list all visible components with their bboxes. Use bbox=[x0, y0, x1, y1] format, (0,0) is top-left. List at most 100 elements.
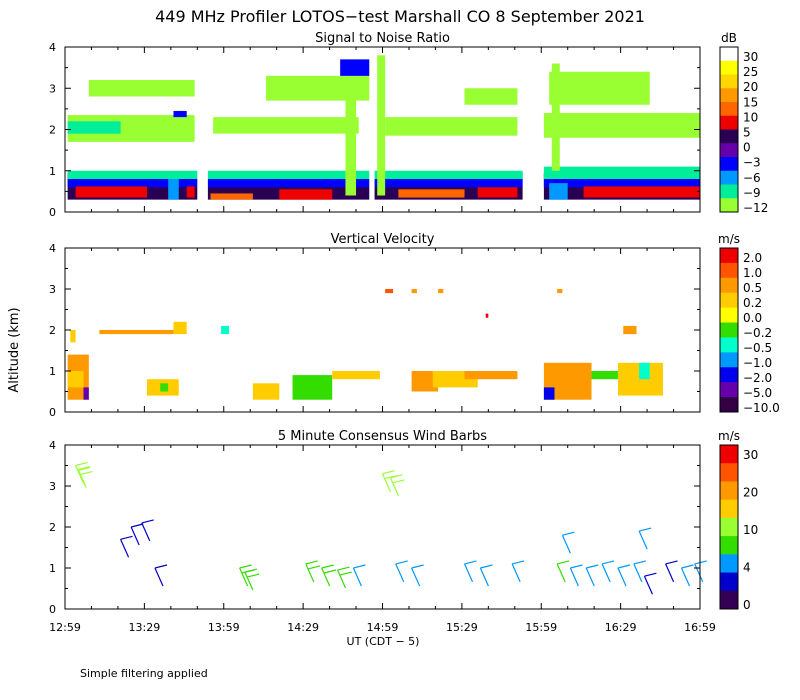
barb-flag bbox=[339, 571, 352, 576]
wind-barb bbox=[561, 531, 575, 554]
colorbar-swatch bbox=[720, 590, 738, 610]
wind-barb bbox=[141, 519, 154, 542]
colorbar-swatch bbox=[720, 499, 738, 519]
colorbar-swatch bbox=[720, 517, 738, 537]
colorbar-swatch bbox=[720, 337, 738, 353]
barb-flag bbox=[239, 564, 252, 569]
barb-flag bbox=[305, 560, 318, 565]
barb-staff bbox=[463, 563, 474, 583]
wind-barb bbox=[638, 527, 652, 550]
heatmap-cell bbox=[551, 63, 560, 171]
heatmap-cell bbox=[438, 289, 444, 294]
heatmap-cell bbox=[385, 117, 518, 136]
barb-flag bbox=[480, 564, 493, 569]
y-tick-label: 2 bbox=[49, 521, 56, 534]
heatmap-cell bbox=[345, 80, 357, 196]
barb-flag bbox=[382, 470, 395, 475]
x-tick-label: 13:59 bbox=[208, 621, 240, 634]
heatmap-cell bbox=[377, 55, 386, 196]
barb-flag bbox=[694, 560, 707, 565]
colorbar-swatch bbox=[720, 554, 738, 574]
y-tick-label: 1 bbox=[49, 165, 56, 178]
heatmap-cell bbox=[88, 80, 195, 97]
panel-frame bbox=[64, 444, 701, 610]
colorbar-swatch bbox=[720, 382, 738, 398]
colorbar-label: −12 bbox=[743, 201, 768, 215]
barb-flag bbox=[395, 560, 408, 565]
wind-barb bbox=[130, 523, 144, 546]
colorbar-swatch bbox=[720, 170, 738, 185]
y-tick-label: 1 bbox=[49, 365, 56, 378]
heatmap-cell bbox=[411, 289, 417, 294]
colorbar-label: 0 bbox=[743, 598, 751, 612]
barb-staff bbox=[479, 567, 489, 587]
y-tick-label: 3 bbox=[49, 82, 56, 95]
colorbar-label: 10 bbox=[743, 523, 758, 537]
x-tick-label: 14:29 bbox=[287, 621, 319, 634]
colorbar-swatch bbox=[720, 88, 738, 103]
barb-staff bbox=[141, 522, 151, 542]
colorbar-swatch bbox=[720, 74, 738, 89]
colorbar-label: 20 bbox=[743, 486, 758, 500]
barb-flag bbox=[78, 466, 91, 471]
x-tick-label: 16:59 bbox=[684, 621, 716, 634]
heatmap-cell bbox=[67, 170, 523, 179]
barb-staff bbox=[511, 563, 521, 583]
heatmap-cell bbox=[340, 59, 372, 76]
colorbar-swatch bbox=[720, 397, 738, 413]
barb-flag bbox=[353, 564, 366, 569]
wind-barb bbox=[601, 560, 615, 583]
x-tick-label: 15:29 bbox=[446, 621, 478, 634]
wind-barb bbox=[585, 564, 599, 587]
heatmap-cell bbox=[67, 121, 121, 134]
colorbar-label: −10.0 bbox=[743, 401, 780, 415]
heatmap-cell bbox=[279, 189, 333, 200]
barb-flag bbox=[77, 466, 90, 472]
colorbar-frame bbox=[719, 46, 739, 213]
colorbar-swatch bbox=[720, 157, 738, 172]
colorbar-swatch bbox=[720, 47, 738, 62]
barb-staff bbox=[321, 567, 331, 587]
barb-staff bbox=[561, 534, 571, 554]
colorbar-label: 20 bbox=[743, 80, 758, 94]
colorbar-unit: m/s bbox=[718, 429, 740, 443]
barb-staff bbox=[395, 563, 405, 583]
barb-staff bbox=[665, 563, 675, 583]
colorbar-label: 10 bbox=[743, 110, 758, 124]
colorbar-label: −0.5 bbox=[743, 341, 772, 355]
x-axis-label: UT (CDT − 5) bbox=[347, 635, 420, 648]
barb-staff bbox=[75, 465, 85, 484]
colorbar-swatch bbox=[720, 367, 738, 383]
colorbar-label: 30 bbox=[743, 448, 758, 462]
y-tick-label: 0 bbox=[49, 603, 56, 616]
panel-title: Vertical Velocity bbox=[331, 232, 435, 247]
heatmap-cell bbox=[543, 113, 700, 138]
y-tick-label: 2 bbox=[49, 124, 56, 137]
colorbar-label: 5 bbox=[743, 126, 751, 140]
chart-panels: Signal to Noise Ratio01234dB302520151050… bbox=[49, 31, 780, 634]
wind-barb bbox=[336, 566, 352, 589]
heatmap-cell bbox=[99, 330, 174, 335]
wind-barb bbox=[556, 560, 570, 583]
barb-staff bbox=[154, 567, 164, 587]
heatmap-cell bbox=[210, 193, 253, 200]
colorbar-swatch bbox=[720, 322, 738, 338]
heatmap-cell bbox=[477, 187, 518, 198]
heatmap-cell bbox=[186, 186, 195, 198]
wind-barb bbox=[680, 564, 694, 587]
heatmap-cell bbox=[639, 362, 650, 380]
barb-flag bbox=[246, 573, 260, 578]
barb-staff bbox=[244, 571, 254, 591]
wind-barb bbox=[617, 564, 631, 587]
barb-staff bbox=[239, 567, 249, 587]
colorbar: m/s2.01.00.50.20.0−0.2−0.5−1.0−2.0−5.0−1… bbox=[718, 232, 780, 415]
colorbar-label: 0.0 bbox=[743, 311, 762, 325]
heatmap-cell bbox=[83, 387, 89, 400]
barb-flag bbox=[154, 564, 168, 569]
colorbar-label: 25 bbox=[743, 65, 758, 79]
barb-flag bbox=[321, 564, 334, 569]
barb-staff bbox=[336, 569, 347, 589]
barb-flag bbox=[556, 560, 570, 565]
barb-flag bbox=[131, 523, 144, 528]
